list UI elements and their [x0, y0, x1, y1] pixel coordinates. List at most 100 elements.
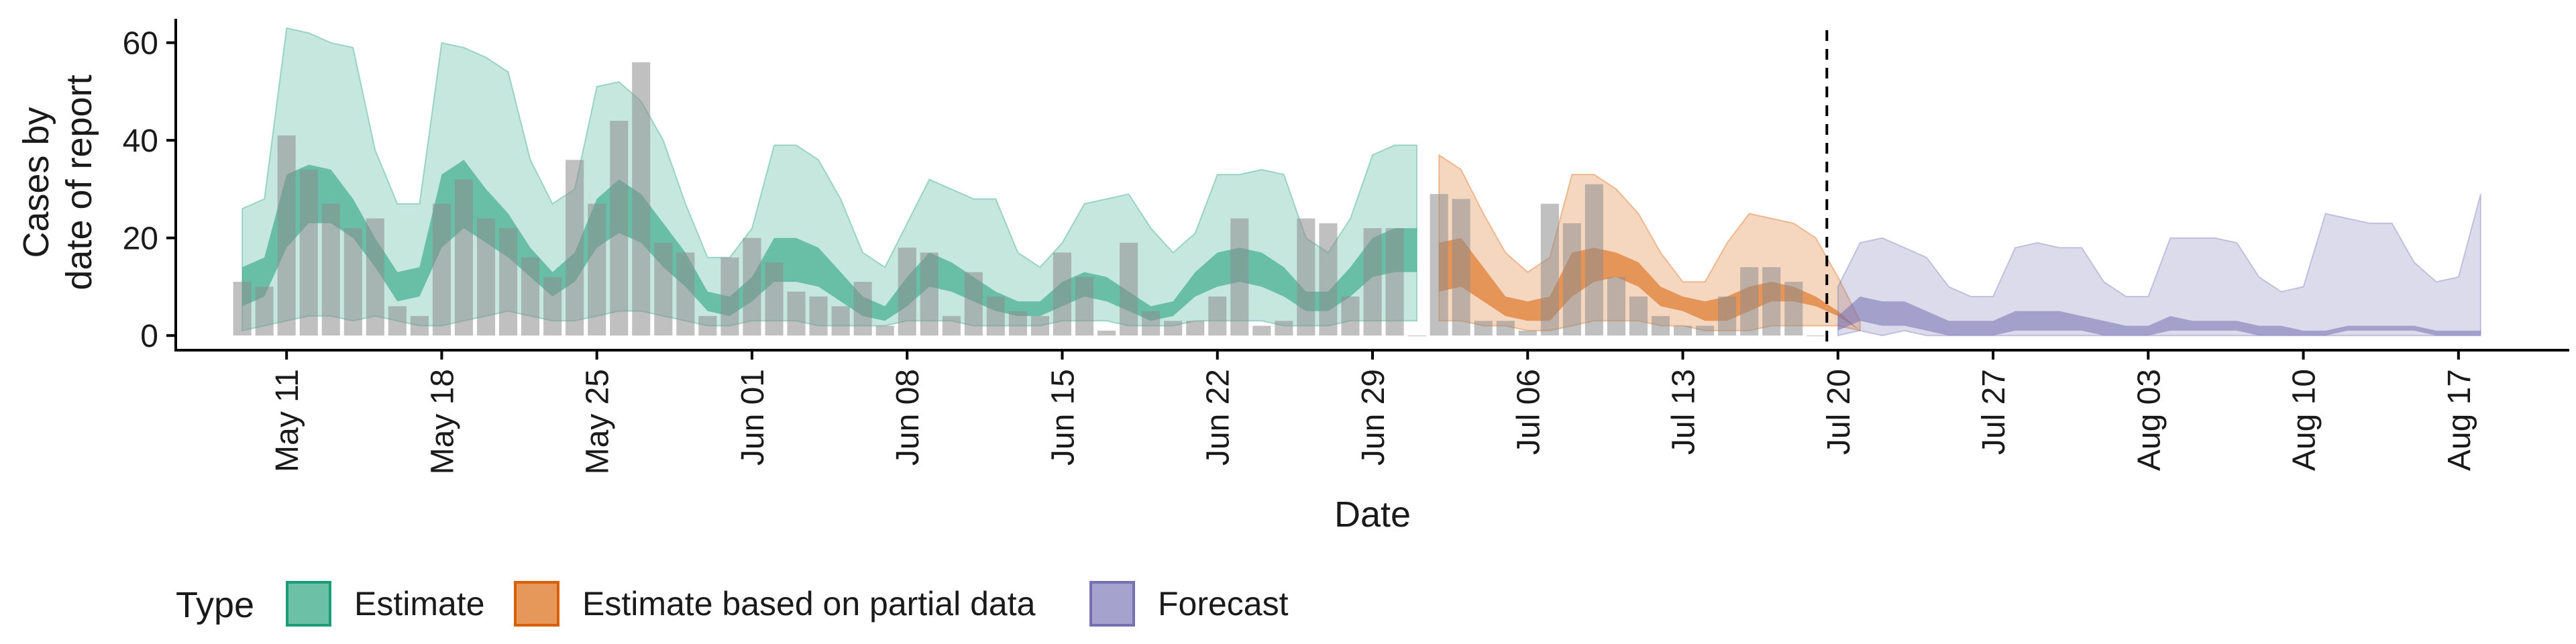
reported-cases-bar [1075, 276, 1094, 336]
x-tick-label: Jul 20 [1821, 369, 1857, 455]
x-tick-label: Jul 27 [1976, 369, 2012, 455]
forecast-band-50 [1837, 297, 2481, 336]
bar-layer [233, 62, 1825, 337]
reported-cases-bar [1164, 321, 1183, 336]
reported-cases-bar [1430, 194, 1448, 336]
reported-cases-bar [632, 62, 651, 336]
reported-cases-bar [1385, 228, 1404, 336]
x-tick-label: Jun 08 [890, 369, 926, 466]
reported-cases-bar [1208, 297, 1227, 336]
reported-cases-bar [1496, 321, 1515, 336]
reported-cases-bar [1762, 267, 1781, 336]
legend-label: Estimate based on partial data [582, 585, 1036, 623]
reported-cases-bar [853, 282, 872, 336]
reported-cases-bar [1784, 282, 1803, 336]
legend-swatch-estimate [286, 581, 331, 627]
reported-cases-bar [1562, 223, 1581, 336]
x-axis-label: Date [1334, 494, 1411, 535]
reported-cases-bar [654, 242, 673, 336]
legend: Type Estimate Estimate based on partial d… [176, 581, 1289, 627]
x-tick-label: Jun 15 [1046, 369, 1081, 466]
reported-cases-bar [1297, 218, 1316, 336]
reported-cases-bar [277, 135, 296, 336]
reported-cases-bar [1540, 203, 1559, 336]
reported-cases-bar [432, 203, 451, 336]
reported-cases-bar [233, 282, 252, 336]
reported-cases-bar [1030, 316, 1049, 336]
legend-items: Estimate Estimate based on partial data Fo… [286, 581, 1289, 627]
reported-cases-bar [1807, 335, 1825, 337]
reported-cases-bar [1097, 330, 1116, 336]
reported-cases-bar [676, 252, 695, 336]
x-tick-label: Jul 13 [1666, 369, 1702, 455]
reported-cases-bar [299, 169, 318, 336]
reported-cases-bar [1629, 297, 1648, 336]
x-tick-label: Aug 17 [2442, 369, 2477, 471]
y-tick-label: 60 [123, 26, 158, 62]
reported-cases-bar [1740, 267, 1759, 336]
legend-title: Type [176, 585, 254, 625]
reported-cases-bar [499, 228, 518, 336]
y-axis-label-line-2: date of report [59, 74, 99, 290]
legend-label: Estimate [354, 585, 485, 623]
reported-cases-bar [521, 257, 540, 336]
reported-cases-bar [698, 316, 717, 336]
y-tick-label: 20 [123, 221, 158, 257]
reported-cases-bar [1407, 335, 1426, 337]
y-tick-label: 0 [140, 319, 158, 354]
x-tick-label: Aug 03 [2131, 369, 2167, 471]
reported-cases-bar [743, 237, 761, 336]
reported-cases-bar [388, 306, 407, 336]
legend-label: Forecast [1158, 585, 1289, 623]
reported-cases-bar [1008, 311, 1027, 336]
y-axis-ticks: 0 20 40 60 [123, 26, 176, 354]
x-tick-label: May 11 [270, 369, 305, 472]
reported-cases-bar [1363, 228, 1382, 336]
x-tick-label: Jul 06 [1511, 369, 1546, 455]
reported-cases-bar [1275, 321, 1293, 336]
reported-cases-bar [831, 306, 850, 336]
x-tick-label: Jun 29 [1356, 369, 1391, 466]
reported-cases-bar [1341, 297, 1360, 336]
reported-cases-bar [477, 218, 496, 336]
reported-cases-bar [809, 297, 828, 336]
reported-cases-bar [1142, 311, 1161, 336]
reported-cases-bar [543, 276, 562, 336]
reported-cases-bar [343, 228, 362, 336]
x-tick-label: May 18 [425, 369, 460, 474]
x-tick-label: Aug 10 [2287, 369, 2322, 471]
reported-cases-bar [1053, 252, 1071, 336]
reported-cases-bar [321, 203, 340, 336]
reported-cases-bar [1474, 321, 1493, 336]
reported-cases-bar [765, 262, 784, 336]
reported-cases-bar [1518, 330, 1537, 336]
y-axis-label-line-1: Cases by [16, 107, 56, 258]
reported-cases-bar [1230, 218, 1249, 336]
x-tick-label: Jun 01 [735, 369, 771, 466]
reported-cases-bar [588, 203, 606, 336]
reported-cases-bar [898, 248, 916, 336]
reported-cases-bar [920, 252, 938, 336]
reported-cases-bar [1674, 325, 1693, 336]
reported-cases-bar [720, 257, 739, 336]
x-axis-ticks: May 11 May 18 May 25 Jun 01 Jun 08 Jun 15 Jun … [270, 350, 2477, 474]
reported-cases-bar [610, 121, 629, 336]
reported-cases-bar [964, 272, 983, 336]
reported-cases-bar [986, 297, 1005, 336]
reported-cases-bar [454, 179, 473, 336]
x-tick-label: Jun 22 [1201, 369, 1236, 466]
reported-cases-bar [1585, 184, 1603, 336]
axes: 0 20 40 60 May 11 May 18 May 25 Jun 01 Jun 08 Ju… [123, 19, 2569, 474]
reported-cases-bar [1718, 297, 1737, 336]
reported-cases-bar [1452, 199, 1470, 336]
reported-cases-bar [1120, 242, 1138, 336]
x-tick-label: May 25 [580, 369, 616, 474]
reported-cases-bar [942, 316, 961, 336]
reported-cases-bar [566, 160, 584, 336]
reported-cases-bar [255, 286, 274, 336]
plot-area [233, 27, 2481, 350]
reported-cases-bar [875, 325, 894, 336]
reported-cases-bar [1607, 276, 1625, 336]
reported-cases-bar [787, 291, 806, 336]
